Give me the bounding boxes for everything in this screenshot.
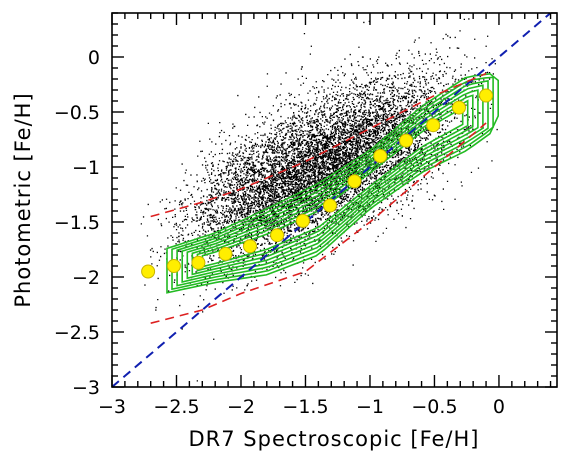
binned-means-layer xyxy=(141,88,494,279)
y-tick-label: 0 xyxy=(88,47,100,69)
y-axis-label: Photometric [Fe/H] xyxy=(11,92,35,307)
x-tick-label: −1.5 xyxy=(282,396,328,418)
binned-mean-point xyxy=(451,100,466,115)
y-tick-label: −2 xyxy=(72,267,100,289)
x-tick-label: −2 xyxy=(227,396,255,418)
x-tick-label: −0.5 xyxy=(411,396,457,418)
binned-mean-point xyxy=(243,239,258,254)
y-tick-label: −0.5 xyxy=(54,102,100,124)
density-contour xyxy=(171,76,494,291)
binned-mean-point xyxy=(373,149,388,163)
y-tick-label: −1.5 xyxy=(54,212,100,234)
binned-mean-point xyxy=(347,174,362,189)
density-contour xyxy=(191,94,474,276)
scatter-envelope-lower xyxy=(150,122,487,324)
density-contours-layer xyxy=(166,72,499,294)
binned-mean-point xyxy=(295,213,310,228)
binned-mean-point xyxy=(426,118,441,133)
binned-mean-point xyxy=(218,246,233,261)
binned-mean-point xyxy=(166,259,181,273)
scatter-envelope-upper xyxy=(150,72,487,218)
x-tick-labels: −3 −2.5 −2 −1.5 −1 −0.5 0 xyxy=(98,396,505,418)
y-tick-labels: −3 −2.5 −2 −1.5 −1 −0.5 0 xyxy=(54,47,100,399)
binned-mean-point xyxy=(399,133,414,148)
x-tick-label: −2.5 xyxy=(153,396,199,418)
binned-mean-point xyxy=(141,264,156,279)
density-contour xyxy=(196,99,469,272)
density-contour xyxy=(181,84,484,284)
density-contour xyxy=(166,72,499,294)
binned-mean-point xyxy=(322,198,337,213)
scatter-points xyxy=(140,18,498,382)
binned-mean-point xyxy=(270,228,285,243)
scatter-points-layer xyxy=(140,18,498,382)
y-tick-label: −3 xyxy=(72,377,100,399)
density-contour xyxy=(186,89,479,280)
density-contour xyxy=(176,79,489,287)
binned-mean-point xyxy=(191,255,206,270)
density-contour xyxy=(201,106,464,268)
x-axis-label: DR7 Spectroscopic [Fe/H] xyxy=(188,427,479,451)
x-tick-label: −3 xyxy=(98,396,126,418)
x-tick-label: 0 xyxy=(493,396,505,418)
binned-mean-point xyxy=(479,88,494,103)
y-tick-label: −2.5 xyxy=(54,322,100,344)
x-tick-label: −1 xyxy=(356,396,384,418)
y-tick-label: −1 xyxy=(72,157,100,179)
axis-ticks xyxy=(111,12,557,388)
